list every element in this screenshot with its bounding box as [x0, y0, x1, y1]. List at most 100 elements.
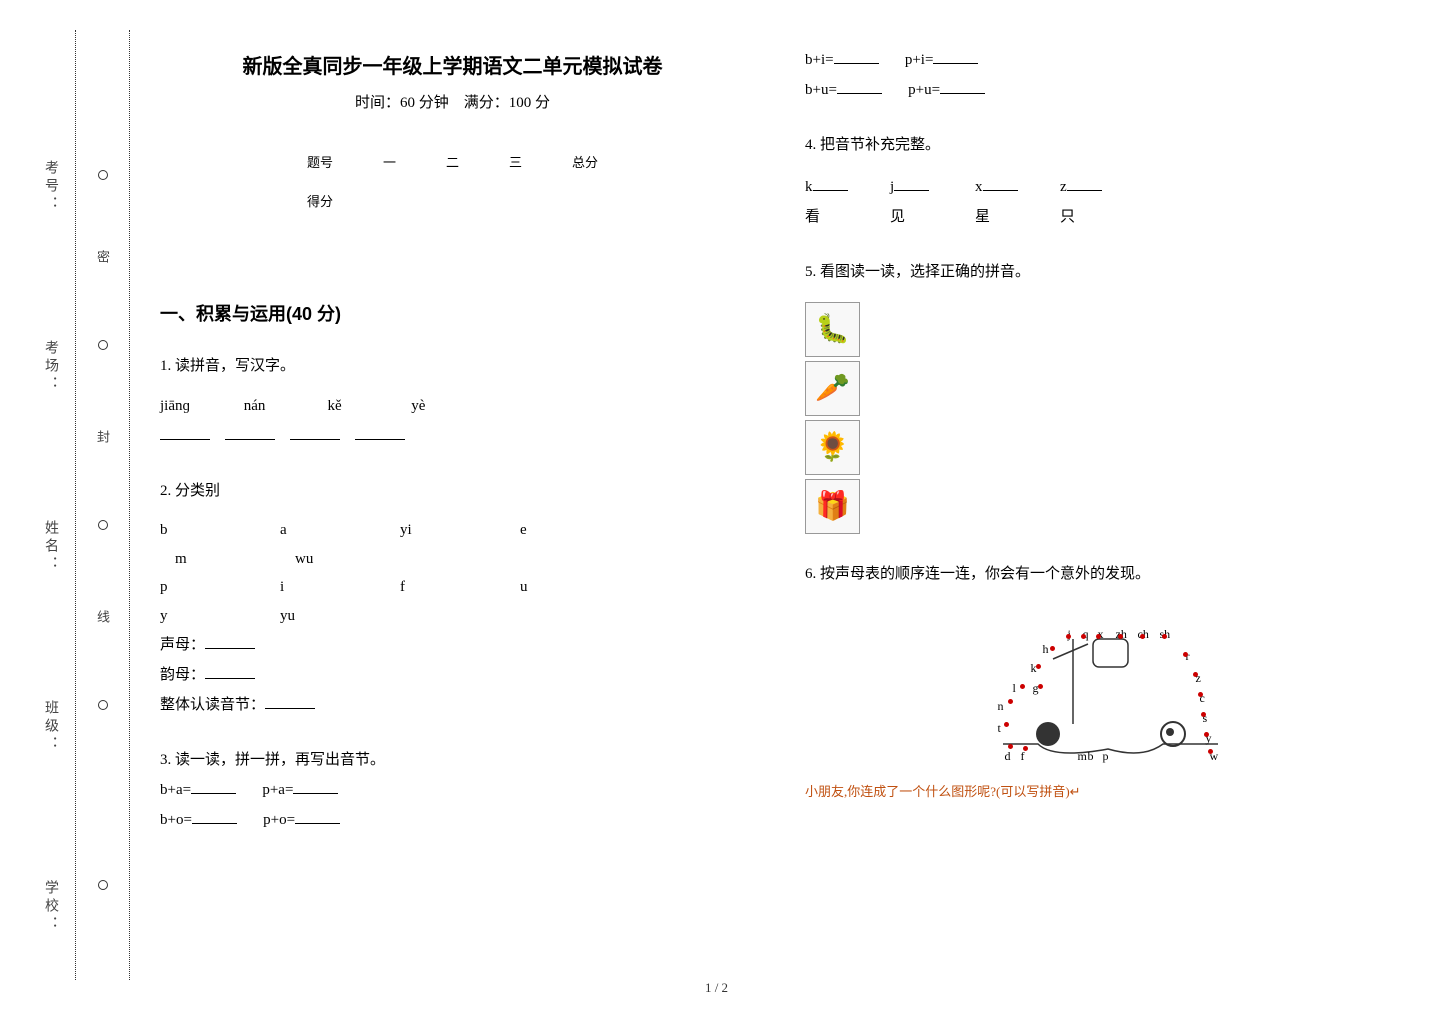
- q3-eq: p+o=: [263, 812, 295, 828]
- exam-title: 新版全真同步一年级上学期语文二单元模拟试卷: [160, 50, 745, 79]
- q4-letter: x: [975, 179, 983, 195]
- q4-blank[interactable]: [1067, 176, 1102, 191]
- q6-letter: m: [1078, 744, 1087, 768]
- column-right: b+i= p+i= b+u= p+u= 4. 把音节补充完整。 k j x z …: [805, 40, 1390, 980]
- q3-eq: p+u=: [908, 82, 940, 98]
- side-label-name: 姓名：: [40, 520, 60, 574]
- q1-blank-1[interactable]: [160, 425, 210, 440]
- q3-blank[interactable]: [933, 49, 978, 64]
- q3-eq: p+a=: [262, 782, 293, 798]
- q2-item: i: [280, 573, 400, 602]
- q3-blank[interactable]: [293, 779, 338, 794]
- q2-item: yu: [280, 602, 400, 631]
- q4-letter: k: [805, 179, 813, 195]
- q4-prompt: 4. 把音节补充完整。: [805, 130, 1390, 160]
- side-label-school: 学校：: [40, 880, 60, 934]
- question-2: 2. 分类别 b a yi e m wu p i f u y yu 声母： 韵母…: [160, 476, 745, 720]
- q6-letter: n: [998, 694, 1004, 718]
- q3-eq: b+i=: [805, 52, 834, 68]
- q2-item: y: [160, 602, 280, 631]
- q2-shengmu-label: 声母：: [160, 637, 205, 653]
- q1-pinyin-2: nán: [244, 391, 324, 421]
- seal-char-3: 线: [93, 610, 112, 623]
- q4-blank[interactable]: [894, 176, 929, 191]
- q1-pinyin-4: yè: [411, 391, 491, 421]
- score-col-3: 三: [484, 142, 547, 181]
- q6-footnote: 小朋友,你连成了一个什么图形呢?(可以写拼音)↵: [805, 779, 1390, 805]
- q2-item: p: [160, 573, 280, 602]
- binding-strip: 密 封 线: [75, 30, 130, 980]
- question-3: 3. 读一读，拼一拼，再写出音节。 b+a= p+a= b+o= p+o=: [160, 745, 745, 835]
- score-col-total: 总分: [547, 142, 623, 181]
- q2-item: m: [160, 545, 280, 574]
- q6-letter: h: [1043, 637, 1049, 661]
- seal-char-1: 密: [93, 250, 112, 263]
- q2-item: f: [400, 573, 520, 602]
- score-col-label: 题号: [282, 142, 358, 181]
- q3-eq: b+u=: [805, 82, 837, 98]
- q1-blank-4[interactable]: [355, 425, 405, 440]
- q5-image-1: 🐛: [805, 302, 860, 357]
- q2-item: u: [520, 573, 640, 602]
- q6-letter: l: [1013, 676, 1016, 700]
- q2-zhengti-label: 整体认读音节：: [160, 697, 265, 713]
- question-6: 6. 按声母表的顺序连一连，你会有一个意外的发现。 b p m f d t n: [805, 559, 1390, 805]
- q3-blank[interactable]: [192, 809, 237, 824]
- q2-item: a: [280, 516, 400, 545]
- question-3-cont: b+i= p+i= b+u= p+u=: [805, 45, 1390, 105]
- question-1: 1. 读拼音，写汉字。 jiānɡ nán kě yè: [160, 351, 745, 451]
- q3-blank[interactable]: [837, 79, 882, 94]
- q4-hanzi: 见: [890, 202, 975, 232]
- q1-prompt: 1. 读拼音，写汉字。: [160, 351, 745, 381]
- q1-blank-3[interactable]: [290, 425, 340, 440]
- q3-blank[interactable]: [295, 809, 340, 824]
- q1-blank-2[interactable]: [225, 425, 275, 440]
- q3-prompt: 3. 读一读，拼一拼，再写出音节。: [160, 745, 745, 775]
- q5-image-2: 🥕: [805, 361, 860, 416]
- q6-diagram: b p m f d t n l g k h j q x zh ch sh r z…: [938, 604, 1258, 764]
- seal-char-2: 封: [93, 430, 112, 443]
- q6-letter: t: [998, 716, 1001, 740]
- q2-blank-yunmu[interactable]: [205, 664, 255, 679]
- score-table: 题号 一 二 三 总分 得分: [282, 142, 623, 220]
- q5-image-3: 🌻: [805, 420, 860, 475]
- q3-blank[interactable]: [191, 779, 236, 794]
- q4-letter: z: [1060, 179, 1067, 195]
- q5-image-4: 🎁: [805, 479, 860, 534]
- question-5: 5. 看图读一读，选择正确的拼音。 🐛 🥕 🌻 🎁: [805, 257, 1390, 534]
- q6-letter: w: [1210, 744, 1219, 768]
- q4-blank[interactable]: [983, 176, 1018, 191]
- q3-blank[interactable]: [940, 79, 985, 94]
- q2-yunmu-label: 韵母：: [160, 667, 205, 683]
- score-col-1: 一: [358, 142, 421, 181]
- q2-prompt: 2. 分类别: [160, 476, 745, 506]
- question-4: 4. 把音节补充完整。 k j x z 看 见 星 只: [805, 130, 1390, 232]
- side-label-room: 考场：: [40, 340, 60, 394]
- q3-blank[interactable]: [834, 49, 879, 64]
- exam-subtitle: 时间：60 分钟 满分：100 分: [160, 91, 745, 112]
- q6-letter: p: [1103, 744, 1109, 768]
- q3-eq: p+i=: [905, 52, 934, 68]
- q1-pinyin-3: kě: [328, 391, 408, 421]
- q2-item: wu: [280, 545, 400, 574]
- q2-blank-zhengti[interactable]: [265, 694, 315, 709]
- q6-letter: b: [1088, 744, 1094, 768]
- q4-hanzi: 只: [1060, 202, 1145, 232]
- side-label-id: 考号：: [40, 160, 60, 214]
- q3-eq: b+o=: [160, 812, 192, 828]
- side-label-class: 班级：: [40, 700, 60, 754]
- page-number: 1 / 2: [705, 980, 728, 996]
- score-row-label: 得分: [282, 181, 358, 220]
- q3-eq: b+a=: [160, 782, 191, 798]
- q2-item: b: [160, 516, 280, 545]
- q1-pinyin-1: jiānɡ: [160, 391, 240, 421]
- q4-blank[interactable]: [813, 176, 848, 191]
- column-left: 新版全真同步一年级上学期语文二单元模拟试卷 时间：60 分钟 满分：100 分 …: [160, 40, 745, 980]
- q5-prompt: 5. 看图读一读，选择正确的拼音。: [805, 257, 1390, 287]
- q2-item: yi: [400, 516, 520, 545]
- q2-blank-shengmu[interactable]: [205, 634, 255, 649]
- q4-hanzi: 看: [805, 202, 890, 232]
- page-content: 新版全真同步一年级上学期语文二单元模拟试卷 时间：60 分钟 满分：100 分 …: [160, 40, 1390, 980]
- q4-hanzi: 星: [975, 202, 1060, 232]
- score-col-2: 二: [421, 142, 484, 181]
